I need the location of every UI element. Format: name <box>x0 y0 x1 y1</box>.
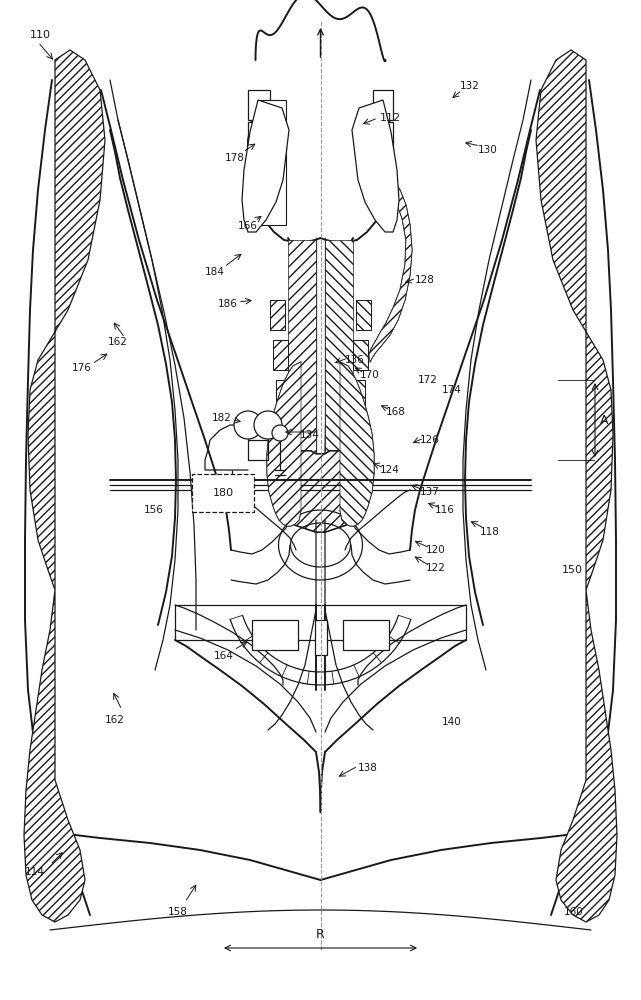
Polygon shape <box>252 620 298 650</box>
Text: 138: 138 <box>358 763 378 773</box>
Polygon shape <box>248 122 268 160</box>
Polygon shape <box>556 590 617 922</box>
Text: 110: 110 <box>30 30 51 40</box>
Text: 132: 132 <box>460 81 480 91</box>
Text: R: R <box>316 928 325 940</box>
Polygon shape <box>288 240 316 520</box>
Circle shape <box>254 411 282 439</box>
Polygon shape <box>279 420 294 450</box>
Text: 130: 130 <box>478 145 498 155</box>
Text: 170: 170 <box>360 370 380 380</box>
Text: 182: 182 <box>212 413 232 423</box>
Text: 128: 128 <box>415 275 435 285</box>
FancyBboxPatch shape <box>192 474 254 512</box>
Text: 137: 137 <box>420 487 440 497</box>
Text: 150: 150 <box>562 565 583 575</box>
Text: 178: 178 <box>225 153 245 163</box>
Text: 136: 136 <box>345 355 365 365</box>
Text: 176: 176 <box>72 363 92 373</box>
Polygon shape <box>258 100 286 225</box>
Polygon shape <box>270 300 285 330</box>
Text: 172: 172 <box>418 375 438 385</box>
Polygon shape <box>24 590 85 922</box>
Text: 120: 120 <box>426 545 446 555</box>
Text: 158: 158 <box>168 907 188 917</box>
Polygon shape <box>536 50 613 590</box>
Polygon shape <box>283 451 362 532</box>
Text: 122: 122 <box>426 563 446 573</box>
Polygon shape <box>343 620 389 650</box>
Text: 160: 160 <box>564 907 584 917</box>
Polygon shape <box>267 362 301 526</box>
Text: 162: 162 <box>108 337 128 347</box>
Polygon shape <box>350 380 365 410</box>
Text: 186: 186 <box>218 299 238 309</box>
Text: 116: 116 <box>435 505 455 515</box>
Circle shape <box>272 425 288 441</box>
Polygon shape <box>315 620 327 655</box>
Polygon shape <box>276 380 291 410</box>
Text: A: A <box>600 414 608 426</box>
Text: 112: 112 <box>379 113 401 123</box>
Text: 134: 134 <box>300 430 320 440</box>
Polygon shape <box>369 180 412 362</box>
Text: 156: 156 <box>144 505 164 515</box>
Polygon shape <box>356 300 371 330</box>
Text: 124: 124 <box>380 465 400 475</box>
Polygon shape <box>28 50 105 590</box>
Polygon shape <box>273 340 288 370</box>
Polygon shape <box>347 420 362 450</box>
Polygon shape <box>325 240 353 520</box>
Polygon shape <box>352 100 399 232</box>
Text: 168: 168 <box>386 407 406 417</box>
Polygon shape <box>248 90 270 120</box>
Text: 162: 162 <box>105 715 125 725</box>
Text: 164: 164 <box>214 651 234 661</box>
Text: 114: 114 <box>25 867 45 877</box>
Polygon shape <box>340 362 374 526</box>
Text: 180: 180 <box>212 488 233 498</box>
Text: 174: 174 <box>442 385 462 395</box>
Polygon shape <box>242 100 289 232</box>
Polygon shape <box>373 122 393 160</box>
Polygon shape <box>353 340 368 370</box>
Text: 118: 118 <box>480 527 500 537</box>
Text: 140: 140 <box>442 717 462 727</box>
Text: 126: 126 <box>420 435 440 445</box>
Circle shape <box>234 411 262 439</box>
Text: 184: 184 <box>205 267 225 277</box>
Polygon shape <box>373 90 393 120</box>
Text: 166: 166 <box>238 221 258 231</box>
